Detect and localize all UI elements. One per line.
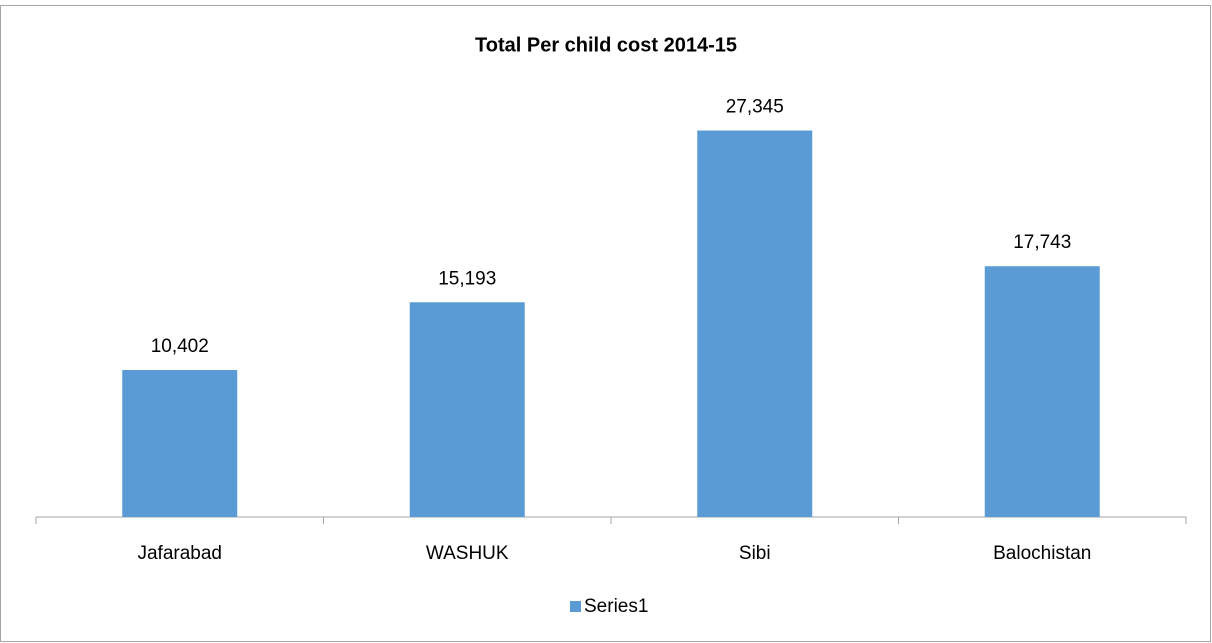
value-label: 27,345 (726, 97, 784, 118)
value-label: 17,743 (1013, 232, 1071, 253)
x-tick-label: Sibi (739, 543, 771, 564)
legend-swatch (570, 601, 581, 612)
bar (984, 266, 1100, 517)
x-tick-label: Balochistan (993, 543, 1091, 564)
value-label: 15,193 (438, 268, 496, 289)
chart-title: Total Per child cost 2014-15 (475, 34, 737, 56)
legend-label: Series1 (584, 596, 648, 617)
value-label: 10,402 (151, 336, 209, 357)
x-tick-label: Jafarabad (137, 543, 222, 564)
bar (122, 369, 238, 517)
bar (409, 302, 525, 517)
bar (697, 130, 813, 518)
x-tick-label: WASHUK (426, 543, 509, 564)
